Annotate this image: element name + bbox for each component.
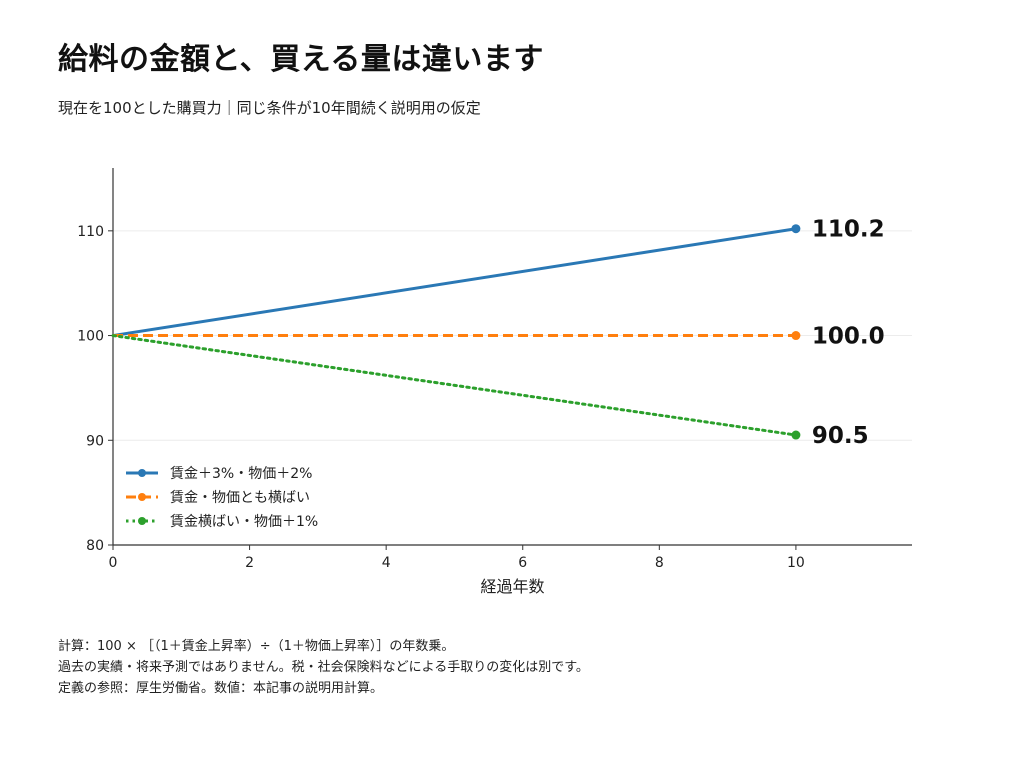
x-tick-label: 2: [245, 555, 254, 571]
legend-label-2: 賃金・物価とも横ばい: [170, 490, 310, 506]
x-tick-label: 10: [787, 555, 805, 571]
chart-subtitle: 現在を100とした購買力｜同じ条件が10年間続く説明用の仮定: [58, 99, 481, 117]
series-end-label-1: 110.2: [812, 217, 885, 243]
y-tick-label: 80: [86, 538, 104, 554]
chart-title: 給料の金額と、買える量は違います: [58, 42, 544, 77]
x-tick-label: 6: [518, 555, 527, 571]
footnote-source: 定義の参照：厚生労働省。数値：本記事の説明用計算。: [58, 681, 384, 696]
legend-marker-2: [138, 493, 146, 501]
x-tick-label: 8: [655, 555, 664, 571]
x-tick-label: 0: [109, 555, 118, 571]
x-tick-label: 4: [382, 555, 391, 571]
x-axis-label: 経過年数: [480, 577, 544, 596]
series-end-point-2: [791, 331, 801, 341]
footnote-disclaimer: 過去の実績・将来予測ではありません。税・社会保険料などによる手取りの変化は別です…: [58, 660, 589, 675]
series-line-1: [112, 227, 797, 338]
legend-label-3: 賃金横ばい・物価＋1%: [170, 514, 318, 530]
series-end-point-1: [791, 224, 801, 234]
legend-marker-3: [138, 517, 146, 525]
series-end-label-2: 100.0: [812, 324, 885, 350]
series-end-point-3: [791, 430, 801, 440]
legend-marker-1: [138, 469, 146, 477]
footnote-formula: 計算：100 × ［（1＋賃金上昇率）÷（1＋物価上昇率）］の年数乗。: [58, 639, 455, 654]
series-line-3: [111, 334, 798, 437]
y-tick-label: 110: [77, 224, 104, 240]
series-end-label-3: 90.5: [812, 423, 869, 449]
footnotes: 計算：100 × ［（1＋賃金上昇率）÷（1＋物価上昇率）］の年数乗。 過去の実…: [58, 636, 589, 699]
y-tick-label: 90: [86, 433, 104, 449]
legend-label-1: 賃金＋3%・物価＋2%: [170, 466, 312, 482]
y-tick-label: 100: [77, 329, 104, 345]
